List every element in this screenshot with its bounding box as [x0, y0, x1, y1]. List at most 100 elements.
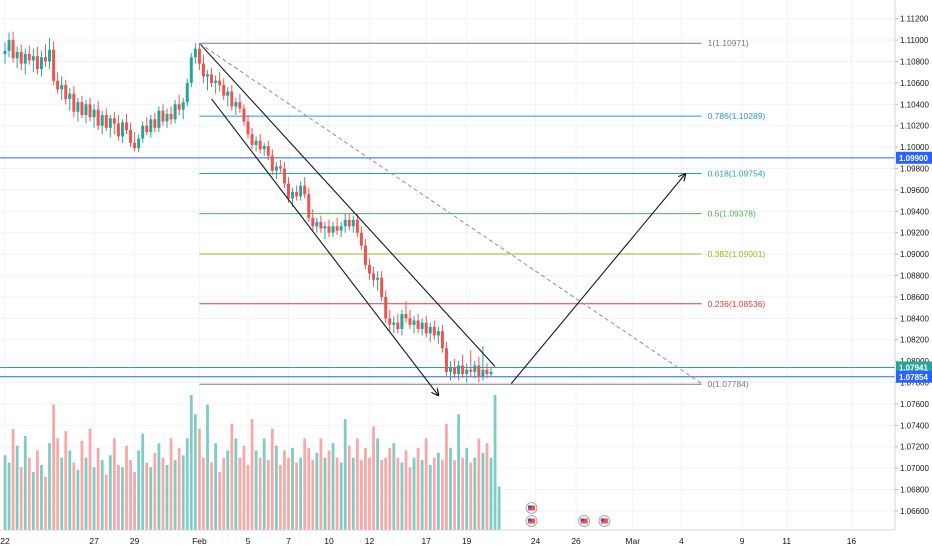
trend-lines[interactable] — [198, 42, 702, 395]
price-tick-label: 1.09800 — [900, 165, 929, 174]
volume-bar — [424, 438, 428, 530]
candle-body — [116, 123, 120, 137]
candle-body — [408, 318, 412, 325]
candle-body — [39, 57, 43, 69]
volume-bar — [489, 457, 493, 530]
candle-body — [60, 85, 64, 90]
event-flag-icon[interactable] — [525, 502, 538, 514]
volume-bar — [493, 395, 497, 530]
candle-body — [201, 63, 205, 77]
volume-bar — [299, 457, 303, 530]
candle-body — [214, 80, 218, 83]
time-tick-label: 27 — [89, 536, 99, 546]
candle-body — [137, 138, 141, 149]
volume-bar — [441, 460, 444, 530]
candle-body — [428, 326, 432, 334]
event-flag-icon[interactable] — [598, 515, 611, 527]
volume-bar — [242, 445, 246, 530]
candle-body — [222, 85, 226, 96]
volume-bar — [420, 460, 424, 530]
volume-bar — [169, 438, 173, 530]
time-tick-label: 7 — [286, 536, 291, 546]
volume-bar — [283, 450, 286, 530]
volume-bars — [3, 395, 501, 530]
price-tick-label: 1.09600 — [900, 186, 929, 195]
candle-body — [15, 51, 19, 59]
volume-bar — [372, 426, 375, 530]
volume-bar — [453, 460, 456, 530]
volume-bar — [270, 428, 274, 530]
candle-body — [295, 192, 299, 197]
time-tick-label: 26 — [571, 536, 581, 546]
volume-bar — [222, 457, 226, 530]
volume-bar — [319, 438, 323, 530]
candle-body — [23, 54, 27, 64]
candle-body — [347, 219, 351, 227]
volume-bar — [250, 419, 254, 530]
candle-body — [355, 219, 359, 233]
trend-arrow[interactable] — [510, 174, 685, 384]
event-flag-icon[interactable] — [578, 515, 591, 527]
candle-body — [339, 226, 343, 231]
volume-bar — [44, 476, 47, 530]
volume-bar — [218, 472, 222, 530]
fib-level-label: 1(1.10971) — [708, 38, 749, 48]
volume-bar — [266, 460, 270, 530]
event-flag-icon[interactable] — [525, 515, 538, 527]
time-tick-label: 19 — [462, 536, 472, 546]
volume-bar — [315, 452, 319, 530]
volume-bar — [125, 445, 128, 530]
candlesticks — [3, 31, 493, 383]
candle-body — [307, 194, 311, 218]
candle-body — [11, 40, 15, 59]
event-flag-canton — [600, 518, 605, 521]
event-flag-canton — [580, 518, 585, 521]
volume-bar — [104, 474, 108, 530]
candle-body — [35, 56, 39, 69]
volume-bar — [19, 467, 23, 530]
candle-body — [331, 226, 335, 233]
volume-bar — [465, 448, 469, 530]
price-tick-label: 1.07200 — [900, 443, 929, 452]
candle-body — [189, 57, 193, 83]
time-tick-label: 5 — [246, 536, 251, 546]
candle-body — [226, 91, 230, 96]
volume-bar — [145, 462, 149, 530]
volume-bar — [149, 467, 153, 530]
volume-bar — [364, 448, 367, 530]
volume-bar — [189, 395, 193, 530]
event-markers[interactable] — [525, 502, 611, 527]
fibonacci-retracement[interactable]: 1(1.10971) 0.786(1.10289) 0.618(1.09754) 0.… — [199, 38, 765, 389]
volume-bar — [60, 457, 64, 530]
candle-body — [372, 273, 376, 280]
candle-body — [412, 320, 416, 325]
price-tick-label: 1.08400 — [900, 314, 929, 323]
volume-bar — [133, 472, 136, 530]
trend-arrow[interactable] — [211, 98, 439, 395]
volume-bar — [384, 457, 388, 530]
volume-bar — [214, 443, 217, 530]
volume-bar — [360, 460, 363, 530]
volume-bar — [84, 457, 88, 530]
trend-line[interactable] — [198, 42, 496, 367]
candle-body — [52, 49, 56, 81]
trend-line[interactable] — [199, 42, 702, 385]
volume-bar — [368, 457, 371, 530]
candle-body — [404, 314, 408, 319]
candle-body — [181, 102, 185, 110]
volume-bar — [445, 423, 448, 530]
candle-body — [303, 185, 307, 195]
volume-bar — [311, 460, 315, 530]
volume-bar — [72, 462, 76, 530]
price-tick-label: 1.07800 — [900, 379, 929, 388]
volume-bar — [323, 457, 327, 530]
price-tick-label: 1.10800 — [900, 58, 929, 67]
fib-level-label: 0.618(1.09754) — [708, 168, 766, 178]
volume-bar — [40, 464, 43, 530]
volume-bar — [206, 404, 209, 530]
price-tick-label: 1.10600 — [900, 79, 929, 88]
volume-bar — [96, 448, 100, 530]
candle-body — [262, 146, 266, 150]
candle-body — [465, 369, 469, 374]
